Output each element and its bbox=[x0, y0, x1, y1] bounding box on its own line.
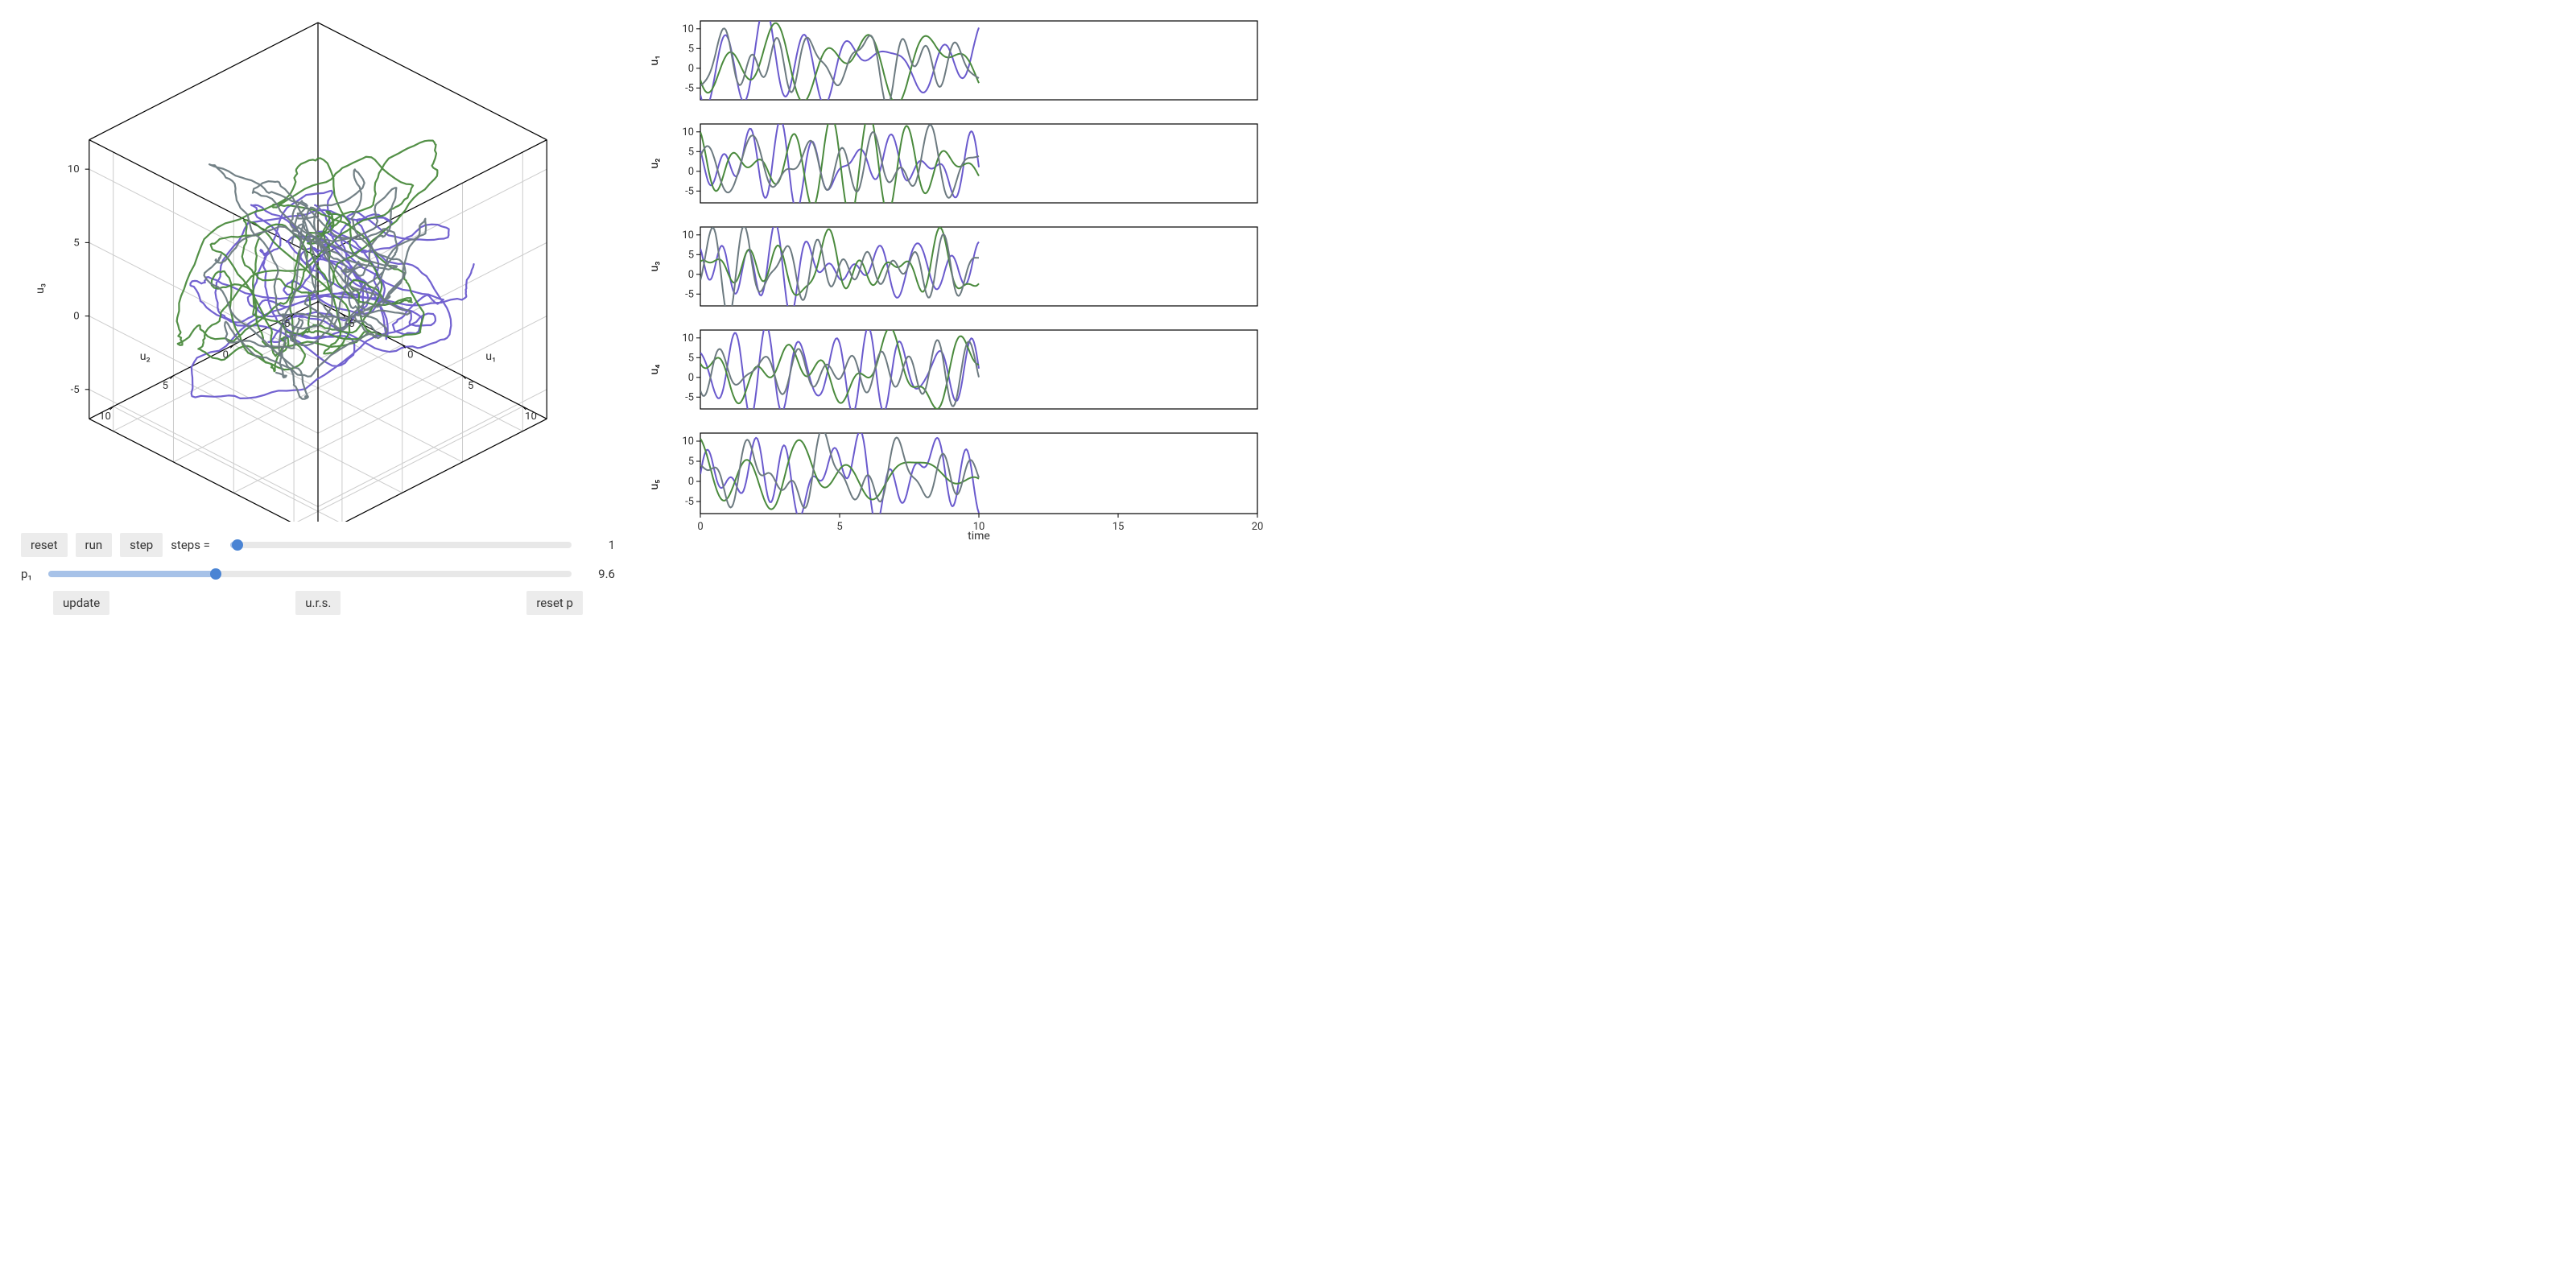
svg-text:-5: -5 bbox=[685, 288, 694, 300]
svg-text:5: 5 bbox=[688, 43, 694, 55]
timeseries-ylabel: u₅ bbox=[648, 474, 661, 495]
p1-slider-value: 9.6 bbox=[580, 567, 615, 581]
svg-text:10: 10 bbox=[68, 163, 80, 175]
timeseries-row: u₃ -5 0 5 10 bbox=[644, 222, 1264, 311]
svg-text:u₃: u₃ bbox=[34, 283, 47, 294]
timeseries-panel[interactable]: -5051005101520time bbox=[665, 428, 1264, 541]
svg-text:5: 5 bbox=[688, 352, 694, 364]
timeseries-ylabel: u₁ bbox=[648, 50, 661, 71]
svg-text:0: 0 bbox=[688, 476, 694, 488]
timeseries-panel[interactable]: -5 0 5 10 bbox=[665, 16, 1264, 105]
timeseries-panel[interactable]: -5 0 5 10 bbox=[665, 325, 1264, 414]
svg-text:0: 0 bbox=[688, 63, 694, 75]
svg-text:-5: -5 bbox=[281, 318, 290, 330]
timeseries-ylabel: u₄ bbox=[648, 359, 661, 380]
plot3d-panel: -5 0 5 10 -5 0 5 10 -5 0 5 10 u₁ u₂ u₃ bbox=[16, 16, 620, 522]
reset-p-button[interactable]: reset p bbox=[526, 591, 583, 615]
timeseries-panel[interactable]: -5 0 5 10 bbox=[665, 119, 1264, 208]
svg-text:time: time bbox=[968, 530, 990, 541]
reset-button[interactable]: reset bbox=[21, 533, 68, 557]
steps-slider-thumb[interactable] bbox=[232, 539, 243, 551]
svg-text:5: 5 bbox=[688, 146, 694, 158]
steps-slider-value: 1 bbox=[580, 538, 615, 552]
svg-text:-5: -5 bbox=[685, 391, 694, 403]
svg-text:5: 5 bbox=[73, 237, 79, 249]
svg-text:0: 0 bbox=[688, 269, 694, 281]
svg-text:u₁: u₁ bbox=[485, 350, 496, 363]
svg-text:-5: -5 bbox=[346, 318, 355, 330]
p1-slider-thumb[interactable] bbox=[210, 568, 221, 580]
timeseries-row: u₁ -5 0 5 10 bbox=[644, 16, 1264, 105]
svg-text:0: 0 bbox=[688, 166, 694, 178]
svg-text:u₂: u₂ bbox=[140, 350, 151, 363]
svg-text:10: 10 bbox=[682, 436, 694, 448]
steps-slider-label: steps = bbox=[171, 538, 222, 552]
svg-text:-5: -5 bbox=[71, 384, 80, 396]
svg-text:-5: -5 bbox=[685, 82, 694, 94]
svg-text:-5: -5 bbox=[685, 496, 694, 508]
urs-button[interactable]: u.r.s. bbox=[295, 591, 341, 615]
svg-text:5: 5 bbox=[688, 249, 694, 261]
svg-text:0: 0 bbox=[222, 349, 228, 361]
timeseries-panel[interactable]: -5 0 5 10 bbox=[665, 222, 1264, 311]
svg-text:10: 10 bbox=[682, 126, 694, 138]
svg-text:-5: -5 bbox=[685, 185, 694, 197]
svg-text:5: 5 bbox=[163, 380, 168, 392]
update-button[interactable]: update bbox=[53, 591, 109, 615]
svg-text:5: 5 bbox=[836, 521, 842, 533]
timeseries-row: u₂ -5 0 5 10 bbox=[644, 119, 1264, 208]
step-button[interactable]: step bbox=[120, 533, 163, 557]
svg-text:0: 0 bbox=[407, 349, 413, 361]
timeseries-ylabel: u₂ bbox=[648, 153, 661, 174]
steps-slider[interactable] bbox=[230, 542, 572, 548]
svg-text:15: 15 bbox=[1113, 521, 1125, 533]
svg-text:5: 5 bbox=[468, 380, 473, 392]
svg-text:10: 10 bbox=[525, 411, 537, 423]
plot3d[interactable]: -5 0 5 10 -5 0 5 10 -5 0 5 10 u₁ u₂ u₃ bbox=[16, 16, 620, 522]
svg-text:10: 10 bbox=[682, 229, 694, 242]
svg-text:0: 0 bbox=[73, 311, 79, 323]
svg-text:10: 10 bbox=[682, 332, 694, 345]
svg-text:0: 0 bbox=[688, 372, 694, 384]
svg-text:10: 10 bbox=[682, 23, 694, 35]
timeseries-stack: u₁ -5 0 5 10 u₂ -5 0 5 10 u₃ -5 0 5 10 u₄ -5 0 5 10 u₅ -5 0 5 10… bbox=[644, 16, 1264, 628]
timeseries-row: u₅-5051005101520time bbox=[644, 428, 1264, 541]
controls-panel: reset run step steps = 1 p₁ 9.6 upda bbox=[16, 530, 620, 628]
p1-slider[interactable] bbox=[48, 571, 572, 577]
svg-text:10: 10 bbox=[99, 411, 111, 423]
svg-text:5: 5 bbox=[688, 456, 694, 468]
p1-slider-label: p₁ bbox=[21, 567, 40, 581]
svg-text:20: 20 bbox=[1252, 521, 1264, 533]
run-button[interactable]: run bbox=[76, 533, 113, 557]
svg-text:0: 0 bbox=[697, 521, 703, 533]
timeseries-ylabel: u₃ bbox=[648, 256, 661, 277]
timeseries-row: u₄ -5 0 5 10 bbox=[644, 325, 1264, 414]
